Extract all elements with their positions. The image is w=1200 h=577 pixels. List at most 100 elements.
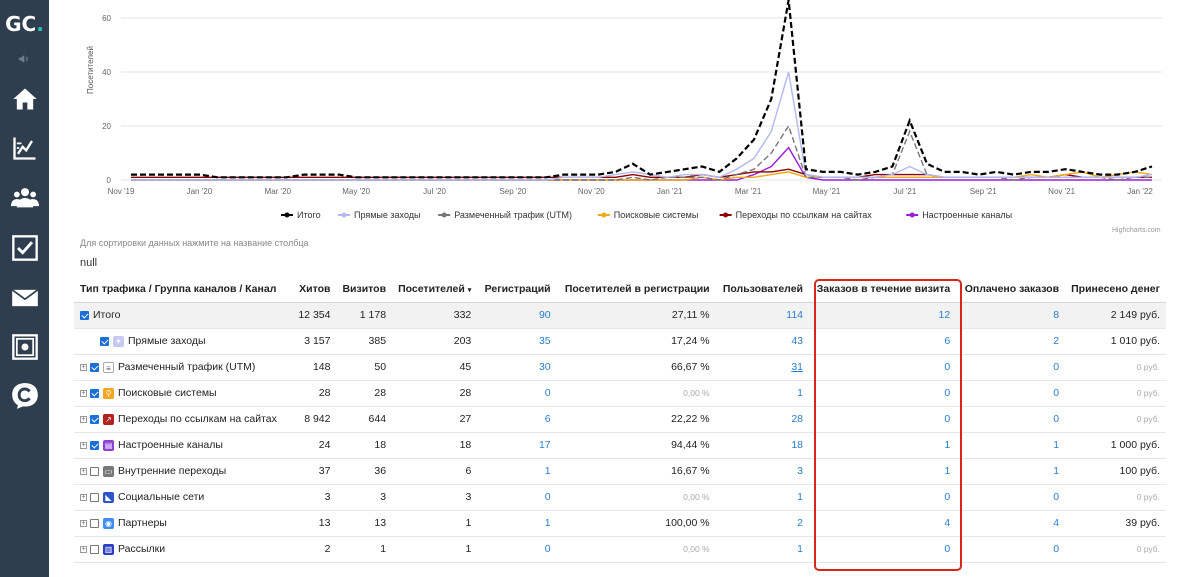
cell-регистраций[interactable]: 6 xyxy=(477,406,557,433)
cell-value[interactable]: 30 xyxy=(538,361,551,373)
cell-value[interactable]: 0 xyxy=(944,361,951,373)
cell-value[interactable]: 1 xyxy=(944,439,951,451)
cell-пользователей[interactable]: 28 xyxy=(715,406,810,433)
cell-value[interactable]: 8 xyxy=(1053,309,1060,321)
row-checkbox[interactable] xyxy=(90,362,99,372)
legend-item[interactable]: Размеченный трафик (UTM) xyxy=(454,210,572,220)
users-icon[interactable] xyxy=(9,182,40,213)
cell-оплачено-заказов[interactable]: 0 xyxy=(956,354,1066,381)
cell-value[interactable]: 17 xyxy=(538,439,551,451)
cell-оплачено-заказов[interactable]: 1 xyxy=(956,458,1066,485)
cell-value[interactable]: 1 xyxy=(544,517,551,529)
cell-оплачено-заказов[interactable]: 0 xyxy=(956,406,1066,433)
cell-value[interactable]: 18 xyxy=(791,439,804,451)
mail-icon[interactable] xyxy=(9,282,40,313)
cell-заказов-в-течение-визита[interactable]: 0 xyxy=(809,536,957,563)
row-checkbox[interactable] xyxy=(100,336,109,346)
column-header-hits[interactable]: Хитов xyxy=(282,276,337,303)
cell-value[interactable]: 6 xyxy=(544,413,551,425)
cell-оплачено-заказов[interactable]: 0 xyxy=(956,380,1066,407)
highcharts-credit[interactable]: Highcharts.com xyxy=(1112,227,1161,234)
cell-пользователей[interactable]: 43 xyxy=(715,328,810,355)
cell-value[interactable]: 90 xyxy=(538,309,551,321)
cell-value[interactable]: 0 xyxy=(1053,543,1060,555)
row-checkbox[interactable] xyxy=(90,440,99,450)
cell-value[interactable]: 0 xyxy=(1053,387,1060,399)
column-header-paid-orders[interactable]: Оплачено заказов xyxy=(956,276,1066,303)
cell-регистраций[interactable]: 30 xyxy=(477,354,557,381)
checkbox-icon[interactable] xyxy=(9,232,40,263)
column-header-registrations[interactable]: Регистраций xyxy=(477,276,557,303)
legend-item[interactable]: Поисковые системы xyxy=(614,210,699,220)
cell-регистраций[interactable]: 0 xyxy=(477,484,557,511)
cell-value[interactable]: 1 xyxy=(797,387,804,399)
cell-заказов-в-течение-визита[interactable]: 0 xyxy=(809,354,957,381)
cell-заказов-в-течение-визита[interactable]: 1 xyxy=(809,458,957,485)
cell-value[interactable]: 0 xyxy=(1053,413,1060,425)
cell-value[interactable]: 0 xyxy=(944,413,951,425)
cell-пользователей[interactable]: 1 xyxy=(715,484,810,511)
legend-item[interactable]: Настроенные каналы xyxy=(922,210,1012,220)
cell-value[interactable]: 1 xyxy=(1053,465,1060,477)
cell-оплачено-заказов[interactable]: 0 xyxy=(956,536,1066,563)
cell-value[interactable]: 0 xyxy=(944,543,951,555)
cell-регистраций[interactable]: 0 xyxy=(477,380,557,407)
row-checkbox[interactable] xyxy=(90,466,99,476)
expand-icon[interactable]: + xyxy=(80,363,87,371)
cell-оплачено-заказов[interactable]: 0 xyxy=(956,484,1066,511)
cell-value[interactable]: 0 xyxy=(544,387,551,399)
cell-value[interactable]: 1 xyxy=(544,465,551,477)
column-header-orders-during-visit[interactable]: Заказов в течение визита xyxy=(809,276,957,303)
legend-item[interactable]: Прямые заходы xyxy=(354,210,420,220)
cell-регистраций[interactable]: 1 xyxy=(477,510,557,537)
cell-регистраций[interactable]: 17 xyxy=(477,432,557,459)
expand-icon[interactable]: + xyxy=(80,441,87,449)
row-checkbox[interactable] xyxy=(90,388,99,398)
cell-заказов-в-течение-визита[interactable]: 0 xyxy=(809,484,957,511)
column-header-visitors[interactable]: Посетителей ▾ xyxy=(392,276,478,303)
safe-icon[interactable] xyxy=(9,331,40,362)
cell-пользователей[interactable]: 31 xyxy=(715,354,810,381)
cell-value[interactable]: 4 xyxy=(1053,517,1060,529)
cell-value[interactable]: 2 xyxy=(797,517,804,529)
home-icon[interactable] xyxy=(9,83,40,114)
legend-item[interactable]: Итого xyxy=(297,210,321,220)
cell-заказов-в-течение-визита[interactable]: 0 xyxy=(809,380,957,407)
getcourse-logo[interactable]: GC. xyxy=(3,4,46,44)
cell-value[interactable]: 43 xyxy=(791,335,804,347)
cell-value[interactable]: 12 xyxy=(938,309,951,321)
cell-пользователей[interactable]: 1 xyxy=(715,380,810,407)
row-checkbox[interactable] xyxy=(90,518,99,528)
cell-value[interactable]: 2 xyxy=(1053,335,1060,347)
cell-пользователей[interactable]: 1 xyxy=(715,536,810,563)
row-checkbox[interactable] xyxy=(90,492,99,502)
cell-заказов-в-течение-визита[interactable]: 12 xyxy=(809,302,957,329)
column-header-visitor-to-registration[interactable]: Посетителей в регистрации xyxy=(556,276,716,303)
cell-value[interactable]: 1 xyxy=(944,465,951,477)
cell-регистраций[interactable]: 1 xyxy=(477,458,557,485)
cell-регистраций[interactable]: 90 xyxy=(477,302,557,329)
cell-value[interactable]: 0 xyxy=(1053,361,1060,373)
cell-value[interactable]: 4 xyxy=(944,517,951,529)
cell-value[interactable]: 114 xyxy=(786,309,804,321)
cell-value[interactable]: 3 xyxy=(797,465,804,477)
cell-регистраций[interactable]: 0 xyxy=(477,536,557,563)
legend-item[interactable]: Переходы по ссылкам на сайтах xyxy=(736,210,873,220)
cell-оплачено-заказов[interactable]: 2 xyxy=(956,328,1066,355)
getcourse-icon[interactable] xyxy=(9,380,40,411)
cell-value[interactable]: 0 xyxy=(544,491,551,503)
cell-пользователей[interactable]: 2 xyxy=(715,510,810,537)
cell-пользователей[interactable]: 3 xyxy=(715,458,810,485)
cell-заказов-в-течение-визита[interactable]: 4 xyxy=(809,510,957,537)
expand-icon[interactable]: + xyxy=(80,493,87,501)
cell-заказов-в-течение-визита[interactable]: 1 xyxy=(809,432,957,459)
row-checkbox[interactable] xyxy=(90,414,99,424)
cell-value[interactable]: 31 xyxy=(791,361,804,373)
row-checkbox[interactable] xyxy=(90,544,99,554)
cell-value[interactable]: 6 xyxy=(944,335,951,347)
cell-регистраций[interactable]: 35 xyxy=(477,328,557,355)
cell-заказов-в-течение-визита[interactable]: 0 xyxy=(809,406,957,433)
expand-icon[interactable]: + xyxy=(80,467,87,475)
cell-value[interactable]: 0 xyxy=(1053,491,1060,503)
expand-icon[interactable]: + xyxy=(80,389,87,397)
